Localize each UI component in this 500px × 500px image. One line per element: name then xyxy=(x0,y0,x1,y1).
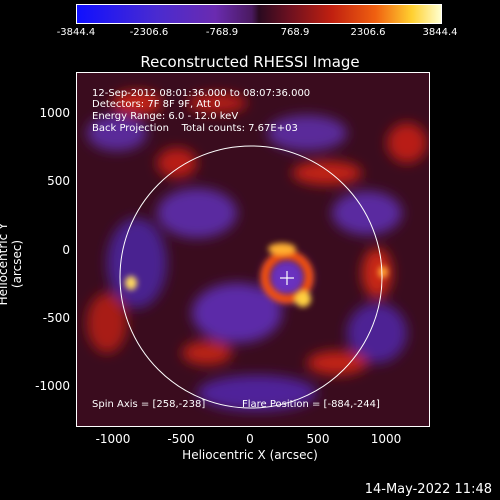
colorbar-tick-label: -2306.6 xyxy=(129,27,169,38)
y-tick-label: -500 xyxy=(42,311,70,325)
colorbar-tick-label: 768.9 xyxy=(280,27,310,38)
y-axis-label: Heliocentric Y (arcsec) xyxy=(0,223,24,306)
x-tick-label: -1000 xyxy=(95,432,131,446)
x-tick-label: 500 xyxy=(306,432,330,446)
flare-position-label: Flare Position = [-884,-244] xyxy=(242,399,380,410)
x-tick-label: 1000 xyxy=(370,432,402,446)
y-tick-label: -1000 xyxy=(35,379,70,393)
colorbar-tick-label: 3844.4 xyxy=(422,27,458,38)
colorbar-tick-label: 2306.6 xyxy=(350,27,386,38)
footer-timestamp: 14-May-2022 11:48 xyxy=(364,482,492,497)
info-method-counts: Back Projection Total counts: 7.67E+03 xyxy=(92,123,298,134)
y-tick-label: 1000 xyxy=(39,106,70,120)
spin-axis-cross xyxy=(280,271,294,285)
solar-image xyxy=(77,73,429,426)
y-tick-label: 0 xyxy=(62,243,70,257)
y-tick-label: 500 xyxy=(47,174,70,188)
info-time-range: 12-Sep-2012 08:01:36.000 to 08:07:36.000 xyxy=(92,88,311,99)
info-detectors: Detectors: 7F 8F 9F, Att 0 xyxy=(92,99,221,110)
solar-limb-circle xyxy=(119,145,383,409)
x-tick-label: 0 xyxy=(246,432,254,446)
colorbar xyxy=(76,4,442,24)
spin-axis-label: Spin Axis = [258,-238] xyxy=(92,399,206,410)
colorbar-tick-label: -3844.4 xyxy=(56,27,96,38)
colorbar-tick-label: -768.9 xyxy=(205,27,239,38)
backprojection-pattern xyxy=(87,91,427,411)
info-energy-range: Energy Range: 6.0 - 12.0 keV xyxy=(92,111,239,122)
x-tick-label: -500 xyxy=(167,432,195,446)
plot-title: Reconstructed RHESSI Image xyxy=(140,53,360,71)
bright-ring xyxy=(125,243,388,307)
x-axis-label: Heliocentric X (arcsec) xyxy=(182,448,318,462)
image-plot-area xyxy=(76,72,430,427)
